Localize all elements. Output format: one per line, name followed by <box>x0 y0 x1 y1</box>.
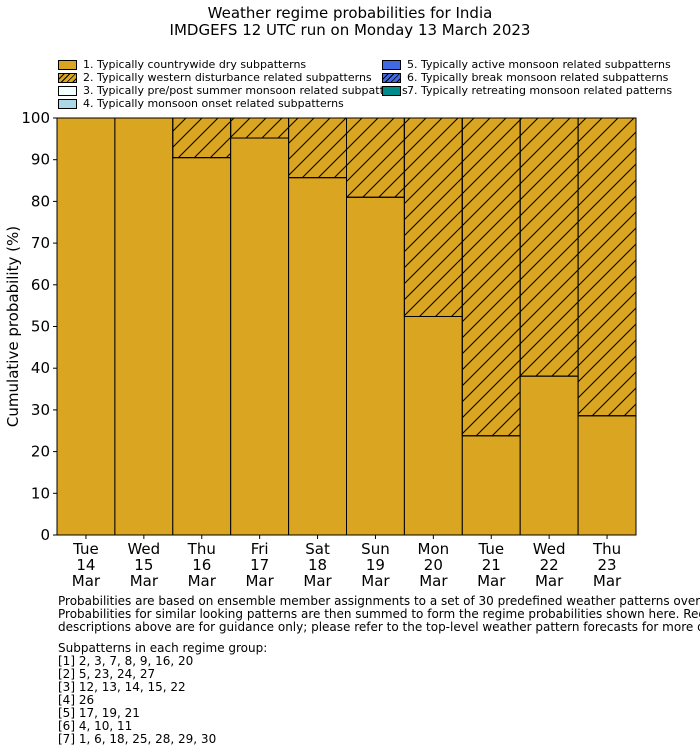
x-tick-label: Sat <box>305 540 330 558</box>
y-tick-label: 70 <box>31 234 50 252</box>
x-tick-label: 22 <box>540 556 559 574</box>
x-tick-label: 20 <box>424 556 443 574</box>
x-tick-label: Thu <box>592 540 621 558</box>
y-tick-label: 40 <box>31 359 50 377</box>
x-tick-label: Wed <box>533 540 566 558</box>
legend-swatch <box>382 59 401 70</box>
group-line: [6] 4, 10, 11 <box>58 719 133 733</box>
x-tick-label: Mon <box>418 540 450 558</box>
notes-text: Probabilities are based on ensemble memb… <box>58 594 700 634</box>
legend-item: 4. Typically monsoon onset related subpa… <box>58 97 344 110</box>
legend-label: 6. Typically break monsoon related subpa… <box>407 71 669 84</box>
legend-swatch <box>382 85 401 96</box>
x-tick-label: 17 <box>250 556 269 574</box>
y-tick-label: 100 <box>21 109 50 127</box>
y-tick-label: 80 <box>31 192 50 210</box>
bar-segment <box>114 117 174 536</box>
y-tick-label: 10 <box>31 484 50 502</box>
x-tick-label: Mar <box>419 572 448 590</box>
bar-segment <box>577 415 637 536</box>
bar-hatch <box>346 117 405 198</box>
x-tick-label: 16 <box>192 556 211 574</box>
x-tick-label: 21 <box>482 556 501 574</box>
legend-label: 5. Typically active monsoon related subp… <box>407 58 671 71</box>
x-tick-label: Sun <box>361 540 390 558</box>
y-tick-label: 90 <box>31 151 50 169</box>
legend-label: 1. Typically countrywide dry subpatterns <box>83 58 307 71</box>
bar-segment <box>461 435 521 536</box>
x-tick-label: Mar <box>188 572 217 590</box>
y-tick-label: 20 <box>31 443 50 461</box>
bar-hatch <box>288 117 348 179</box>
legend-swatch <box>58 98 77 109</box>
bar-hatch <box>461 117 521 437</box>
legend-item: 1. Typically countrywide dry subpatterns <box>58 58 306 71</box>
group-line: [4] 26 <box>58 693 95 707</box>
legend-item: 5. Typically active monsoon related subp… <box>382 58 671 71</box>
x-tick-label: Wed <box>127 540 160 558</box>
chart-subtitle: IMDGEFS 12 UTC run on Monday 13 March 20… <box>169 21 531 39</box>
group-line: [7] 1, 6, 18, 25, 28, 29, 30 <box>58 732 217 746</box>
group-line: [5] 17, 19, 21 <box>58 706 140 720</box>
group-line: [2] 5, 23, 24, 27 <box>58 667 156 681</box>
bar-hatch <box>403 117 463 317</box>
bar-segment <box>288 177 348 536</box>
legend-label: 3. Typically pre/post summer monsoon rel… <box>83 84 408 97</box>
x-tick-label: Fri <box>251 540 269 558</box>
x-tick-label: Mar <box>130 572 159 590</box>
x-tick-label: Mar <box>593 572 622 590</box>
bar-segment <box>172 157 232 536</box>
x-tick-label: Mar <box>303 572 332 590</box>
x-tick-label: Mar <box>477 572 506 590</box>
legend-item: 2. Typically western disturbance related… <box>58 71 372 84</box>
legend-item: 7. Typically retreating monsoon related … <box>382 84 672 97</box>
y-tick-label: 30 <box>31 401 50 419</box>
x-tick-label: Mar <box>361 572 390 590</box>
legend-label: 2. Typically western disturbance related… <box>83 71 372 84</box>
y-tick-label: 0 <box>40 526 50 544</box>
x-tick-label: 23 <box>598 556 617 574</box>
x-tick-label: Tue <box>72 540 99 558</box>
bar-segment <box>519 375 579 536</box>
bar-segment <box>56 117 116 536</box>
legend-swatch <box>58 59 77 70</box>
y-tick-label: 60 <box>31 276 50 294</box>
x-tick-label: 19 <box>366 556 385 574</box>
group-line: [3] 12, 13, 14, 15, 22 <box>58 680 186 694</box>
legend-item: 3. Typically pre/post summer monsoon rel… <box>58 84 408 97</box>
x-tick-label: 14 <box>76 556 95 574</box>
y-axis-label: Cumulative probability (%) <box>4 226 22 427</box>
legend-swatch <box>382 72 401 83</box>
x-tick-label: Mar <box>245 572 274 590</box>
bar-hatch <box>577 117 637 417</box>
bar-segment <box>403 315 463 536</box>
bar-segment <box>346 196 405 536</box>
group-line: [1] 2, 3, 7, 8, 9, 16, 20 <box>58 654 194 668</box>
legend-swatch <box>58 72 77 83</box>
x-tick-label: Mar <box>535 572 564 590</box>
x-tick-label: 18 <box>308 556 327 574</box>
bar-hatch <box>230 117 290 139</box>
chart-title: Weather regime probabilities for India <box>207 4 493 22</box>
x-tick-label: 15 <box>134 556 153 574</box>
x-tick-label: Mar <box>72 572 101 590</box>
groups-title: Subpatterns in each regime group: <box>58 641 268 655</box>
x-tick-label: Thu <box>187 540 216 558</box>
bar-hatch <box>519 117 579 377</box>
y-tick-label: 50 <box>31 318 50 336</box>
legend-label: 4. Typically monsoon onset related subpa… <box>83 97 344 110</box>
legend-item: 6. Typically break monsoon related subpa… <box>382 71 668 84</box>
legend-swatch <box>58 85 77 96</box>
x-tick-label: Tue <box>477 540 504 558</box>
legend-label: 7. Typically retreating monsoon related … <box>407 84 673 97</box>
bar-segment <box>230 137 290 536</box>
bar-hatch <box>172 117 232 159</box>
